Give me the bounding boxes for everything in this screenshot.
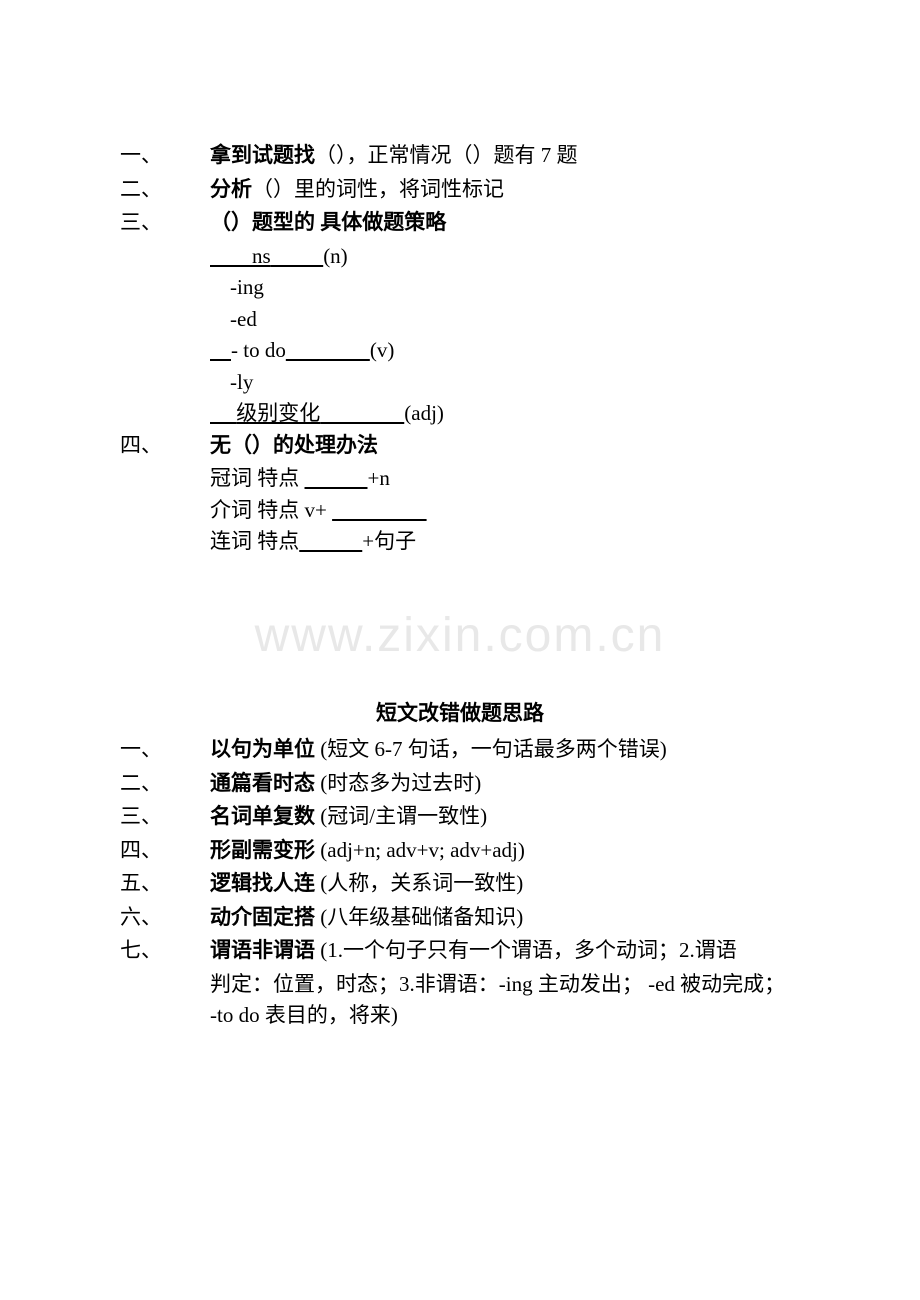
item-number: 四、 (120, 430, 210, 462)
sub-item: -ed (120, 304, 800, 336)
item-text: 以句为单位 (短文 6-7 句话，一句话最多两个错误) (210, 734, 667, 766)
item-number: 五、 (120, 868, 210, 900)
list-item-2: 二、 分析（）里的词性，将词性标记 (120, 174, 800, 206)
item-number: 一、 (120, 734, 210, 766)
item-text: 分析（）里的词性，将词性标记 (210, 174, 504, 206)
list-item: 二、 通篇看时态 (时态多为过去时) (120, 768, 800, 800)
item-text: 名词单复数 (冠词/主谓一致性) (210, 801, 487, 833)
item-text: 动介固定搭 (八年级基础储备知识) (210, 902, 523, 934)
sub-item: - to do (v) (120, 335, 800, 367)
section-1: 一、 拿到试题找（），正常情况（）题有 7 题 二、 分析（）里的词性，将词性标… (120, 140, 800, 558)
list-item: 五、 逻辑找人连 (人称，关系词一致性) (120, 868, 800, 900)
item-number: 二、 (120, 768, 210, 800)
item-number: 一、 (120, 140, 210, 172)
wrap-line: 判定：位置，时态；3.非谓语：-ing 主动发出； -ed 被动完成； (120, 969, 800, 1001)
list-item: 六、 动介固定搭 (八年级基础储备知识) (120, 902, 800, 934)
item-number: 二、 (120, 174, 210, 206)
item-text: 逻辑找人连 (人称，关系词一致性) (210, 868, 523, 900)
section-title: 短文改错做题思路 (120, 698, 800, 730)
list-item: 三、 名词单复数 (冠词/主谓一致性) (120, 801, 800, 833)
wrap-line: -to do 表目的，将来) (120, 1000, 800, 1032)
blank-line (332, 495, 427, 527)
list-item-3: 三、 （）题型的 具体做题策略 (120, 207, 800, 239)
item-text: 无（）的处理办法 (210, 430, 378, 462)
sub-item: -ly (120, 367, 800, 399)
blank-line: 级别变化 (210, 398, 404, 430)
sub-item: 级别变化 (adj) (120, 398, 800, 430)
item-number: 七、 (120, 935, 210, 967)
blank-line (210, 335, 231, 367)
blank-line: ns (210, 241, 323, 273)
item-number: 三、 (120, 207, 210, 239)
item-number: 四、 (120, 835, 210, 867)
list-item-4: 四、 无（）的处理办法 (120, 430, 800, 462)
sub-item: 冠词 特点 +n (120, 463, 800, 495)
blank-line (305, 463, 368, 495)
list-item: 四、 形副需变形 (adj+n; adv+v; adv+adj) (120, 835, 800, 867)
sub-item: ns (n) (120, 241, 800, 273)
item-text: 谓语非谓语 (1.一个句子只有一个谓语，多个动词；2.谓语 (210, 935, 737, 967)
item-text: 拿到试题找（），正常情况（）题有 7 题 (210, 140, 578, 172)
item-text: 通篇看时态 (时态多为过去时) (210, 768, 481, 800)
sub-item: 介词 特点 v+ (120, 495, 800, 527)
watermark-text: www.zixin.com.cn (255, 600, 666, 672)
section-2: 短文改错做题思路 一、 以句为单位 (短文 6-7 句话，一句话最多两个错误) … (120, 698, 800, 1032)
sub-item: 连词 特点 +句子 (120, 526, 800, 558)
item-text: （）题型的 具体做题策略 (210, 207, 446, 239)
item-text: 形副需变形 (adj+n; adv+v; adv+adj) (210, 835, 525, 867)
item-number: 三、 (120, 801, 210, 833)
sub-item: -ing (120, 272, 800, 304)
item-number: 六、 (120, 902, 210, 934)
blank-line (299, 526, 362, 558)
blank-line (286, 335, 370, 367)
list-item: 一、 以句为单位 (短文 6-7 句话，一句话最多两个错误) (120, 734, 800, 766)
list-item-1: 一、 拿到试题找（），正常情况（）题有 7 题 (120, 140, 800, 172)
list-item: 七、 谓语非谓语 (1.一个句子只有一个谓语，多个动词；2.谓语 (120, 935, 800, 967)
